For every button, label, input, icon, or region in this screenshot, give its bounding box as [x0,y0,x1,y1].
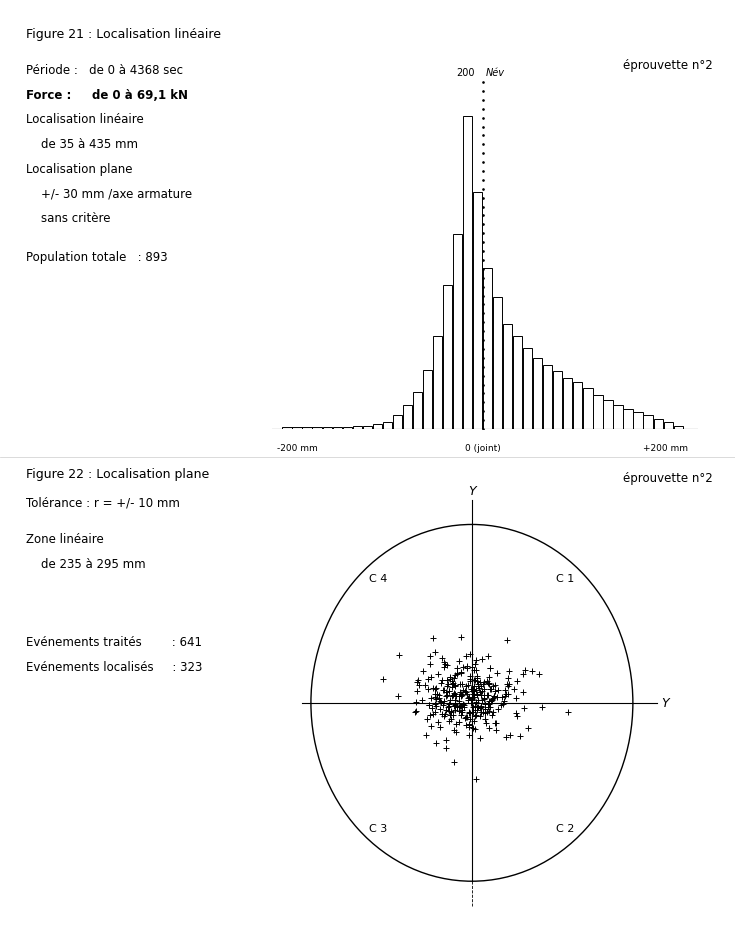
Text: C 3: C 3 [370,823,387,833]
Text: de 235 à 295 mm: de 235 à 295 mm [26,557,146,570]
Bar [673,426,683,430]
Text: 200: 200 [456,68,475,78]
Text: de 35 à 435 mm: de 35 à 435 mm [26,138,137,151]
Bar [643,416,653,430]
Text: C 4: C 4 [370,573,388,583]
Bar [653,419,663,430]
Bar [413,393,422,430]
Text: éprouvette n°2: éprouvette n°2 [623,472,713,485]
Bar [553,372,562,430]
Bar [614,406,623,430]
Bar [543,365,553,430]
Bar [493,297,502,430]
Bar [483,269,492,430]
Text: Figure 21 : Localisation linéaire: Figure 21 : Localisation linéaire [26,28,220,42]
Bar [423,370,432,430]
Text: Force :     de 0 à 69,1 kN: Force : de 0 à 69,1 kN [26,89,187,102]
Bar [302,428,312,430]
Text: Figure 22 : Localisation plane: Figure 22 : Localisation plane [26,467,209,480]
Text: Név: Név [486,68,505,78]
Bar [433,337,442,430]
Bar [463,117,472,430]
Text: Evénements traités        : 641: Evénements traités : 641 [26,635,201,649]
Bar [323,428,331,430]
Text: -200 mm: -200 mm [277,443,318,452]
Text: +/- 30 mm /axe armature: +/- 30 mm /axe armature [26,187,192,200]
Bar [343,428,352,430]
Text: Y: Y [468,484,476,497]
Bar [584,389,592,430]
Bar [503,325,512,430]
Bar [443,286,452,430]
Bar [373,425,382,430]
Bar [664,423,673,430]
Bar [403,406,412,430]
Bar [623,410,633,430]
Bar [312,428,322,430]
Bar [563,379,573,430]
Text: Localisation plane: Localisation plane [26,162,132,176]
Text: 0 (joint): 0 (joint) [465,443,501,452]
Bar [392,416,402,430]
Bar [523,348,532,430]
Bar [362,426,372,430]
Bar [513,337,523,430]
Bar [533,359,542,430]
Text: Localisation linéaire: Localisation linéaire [26,113,143,126]
Bar [573,382,583,430]
Bar [282,428,292,430]
Text: Population totale   : 893: Population totale : 893 [26,251,168,263]
Text: éprouvette n°2: éprouvette n°2 [623,59,713,72]
Bar [293,428,301,430]
Bar [634,413,642,430]
Text: C 1: C 1 [556,573,574,583]
Text: Zone linéaire: Zone linéaire [26,532,104,546]
Text: +200 mm: +200 mm [643,443,688,452]
Text: Période :   de 0 à 4368 sec: Période : de 0 à 4368 sec [26,64,183,77]
Bar [473,193,482,430]
Text: Y: Y [661,697,668,710]
Text: sans critère: sans critère [26,211,110,225]
Bar [332,428,342,430]
Bar [593,396,603,430]
Bar [603,401,612,430]
Bar [453,235,462,430]
Text: Evénements localisés     : 323: Evénements localisés : 323 [26,660,202,673]
Bar [353,426,362,430]
Text: C 2: C 2 [556,823,575,833]
Text: Tolérance : r = +/- 10 mm: Tolérance : r = +/- 10 mm [26,496,179,509]
Bar [383,423,392,430]
